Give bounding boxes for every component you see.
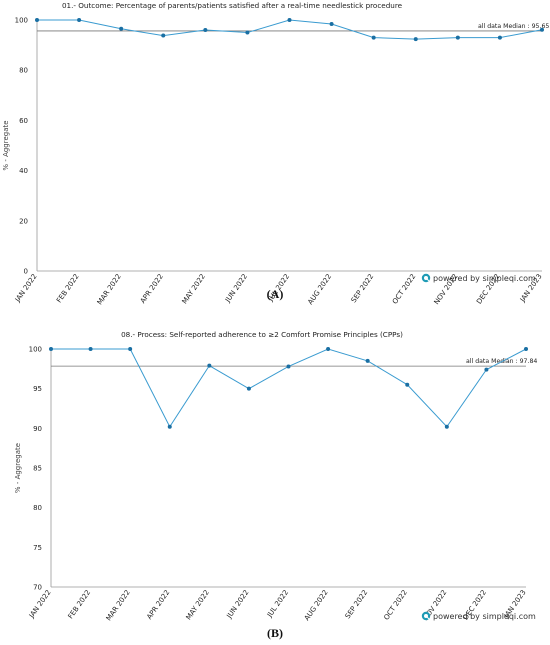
x-tick-label: JAN 2022: [13, 273, 38, 305]
x-tick-label: SEP 2022: [344, 589, 370, 621]
x-tick-label: APR 2022: [139, 273, 165, 305]
x-tick-label: OCT 2022: [382, 589, 408, 622]
data-point: [287, 18, 292, 22]
series-line: [37, 19, 543, 40]
data-point: [35, 18, 39, 22]
x-tick-label: JUN 2022: [225, 589, 251, 621]
chart-panel-a: 01.- Outcome: Percentage of parents/pati…: [2, 1, 549, 306]
data-point: [524, 347, 528, 351]
data-point: [497, 35, 502, 40]
q-logo-tail: [426, 616, 430, 620]
panel-label: (A): [267, 287, 284, 301]
data-point: [326, 347, 331, 351]
x-tick-label: MAR 2022: [105, 589, 132, 623]
x-tick-label: FEB 2022: [55, 273, 81, 305]
chart-panel-b: 08.- Process: Self-reported adherence to…: [14, 330, 537, 640]
x-tick-label: SEP 2022: [350, 273, 376, 305]
y-tick-label: 95: [33, 385, 42, 393]
y-tick-label: 75: [33, 544, 42, 552]
chart-title: 01.- Outcome: Percentage of parents/pati…: [62, 1, 403, 10]
y-tick-label: 90: [33, 425, 42, 433]
y-tick-label: 40: [19, 167, 28, 175]
data-point: [161, 33, 166, 38]
x-tick-label: MAY 2022: [185, 589, 211, 622]
branding-text: powered by simpleqi.com: [433, 612, 536, 621]
data-point: [413, 37, 418, 42]
y-tick-label: 0: [24, 268, 28, 276]
data-point: [484, 367, 489, 372]
y-tick-label: 60: [19, 117, 28, 125]
data-point: [444, 424, 449, 429]
x-tick-label: JUN 2022: [223, 273, 249, 305]
chart-title: 08.- Process: Self-reported adherence to…: [121, 330, 403, 339]
x-tick-label: JAN 2022: [27, 589, 52, 621]
x-tick-label: FEB 2022: [67, 589, 93, 621]
y-tick-label: 80: [19, 67, 28, 75]
y-tick-label: 20: [19, 217, 28, 225]
x-tick-label: JUL 2022: [265, 589, 290, 620]
y-tick-label: 100: [15, 17, 28, 25]
data-point: [119, 26, 124, 31]
q-logo-tail: [426, 278, 430, 282]
y-tick-label: 70: [33, 584, 42, 592]
data-point: [88, 347, 93, 351]
data-point: [167, 424, 172, 429]
data-point: [203, 28, 208, 33]
data-point: [207, 363, 212, 368]
data-point: [77, 18, 82, 22]
data-point: [128, 347, 133, 351]
data-point: [365, 358, 370, 363]
data-point: [405, 382, 410, 387]
y-axis-label: % - Aggregate: [2, 120, 10, 170]
y-tick-label: 80: [33, 504, 42, 512]
series-line: [51, 348, 527, 428]
panel-label: (B): [267, 626, 283, 640]
x-tick-label: AUG 2022: [303, 589, 330, 623]
x-tick-label: MAY 2022: [181, 273, 207, 306]
data-point: [540, 27, 544, 32]
median-label: all data Median : 95.65: [478, 23, 549, 30]
y-axis-label: % - Aggregate: [14, 443, 22, 493]
x-tick-label: OCT 2022: [391, 273, 417, 306]
data-point: [371, 35, 376, 40]
data-point: [49, 347, 53, 351]
data-point: [246, 386, 251, 391]
y-tick-label: 85: [33, 465, 42, 473]
x-tick-label: MAR 2022: [96, 273, 123, 307]
x-tick-label: APR 2022: [145, 589, 171, 621]
data-point: [245, 30, 250, 35]
data-point: [329, 22, 334, 27]
data-point: [455, 35, 460, 40]
y-tick-label: 100: [29, 346, 42, 354]
data-point: [286, 364, 291, 369]
x-tick-label: AUG 2022: [306, 273, 333, 307]
branding-text: powered by simpleqi.com: [433, 274, 536, 283]
